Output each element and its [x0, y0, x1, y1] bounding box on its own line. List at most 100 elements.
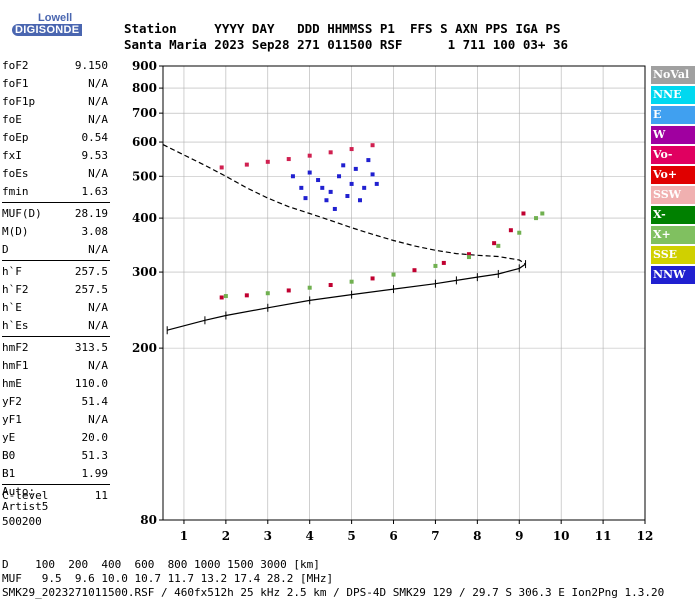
param-value: 0.54 [81, 131, 109, 144]
param-row-foes: foEs N/A [2, 165, 110, 183]
param-value: 1.63 [81, 185, 109, 198]
echo-point [374, 181, 379, 186]
x-tick-label: 5 [347, 529, 355, 543]
echo-point [337, 174, 342, 179]
param-value: 3.08 [81, 225, 109, 238]
echo-point [412, 268, 417, 273]
footer-distance-row: D 100 200 400 600 800 1000 1500 3000 [km… [2, 558, 320, 571]
echo-point [466, 252, 471, 257]
footer-muf-row: MUF 9.5 9.6 10.0 10.7 11.7 13.2 17.4 28.… [2, 572, 334, 585]
echo-marks [219, 143, 545, 300]
echo-point [362, 185, 367, 190]
echo-point [345, 194, 350, 199]
y-tick-label: 800 [132, 81, 157, 95]
echo-point [219, 295, 224, 300]
param-name: fxI [2, 149, 22, 162]
echo-point [492, 241, 497, 246]
param-name: h`Es [2, 319, 29, 332]
echo-point [290, 174, 295, 179]
echo-point [219, 165, 224, 170]
param-name: foF1 [2, 77, 29, 90]
echo-point [441, 260, 446, 265]
param-row-clevel: C-level 11 [2, 487, 110, 505]
echo-point [357, 198, 362, 203]
param-name: MUF(D) [2, 207, 42, 220]
x-tick-label: 1 [180, 529, 188, 543]
x-tick-label: 7 [431, 529, 439, 543]
series-x [223, 211, 545, 299]
param-row-yf2: yF2 51.4 [2, 393, 110, 411]
echo-point [299, 185, 304, 190]
echo-point [433, 263, 438, 268]
plot-frame [162, 65, 646, 521]
param-row-hf: h`F 257.5 [2, 263, 110, 281]
legend-item-x: X+ [651, 226, 695, 244]
auto-artist: Artist5 [2, 500, 49, 513]
param-row-b1: B1 1.99 [2, 465, 110, 483]
param-value: N/A [88, 243, 108, 256]
echo-point [307, 153, 312, 158]
echo-point [307, 170, 312, 175]
param-separator [2, 336, 110, 337]
param-row-hmf2: hmF2 313.5 [2, 339, 110, 357]
param-row-fxi: fxI 9.53 [2, 147, 110, 165]
echo-point [517, 230, 522, 235]
echo-point [328, 189, 333, 194]
y-tick-label: 900 [132, 59, 157, 73]
echo-point [341, 163, 346, 168]
series-vo [219, 211, 526, 300]
param-value: 257.5 [74, 283, 108, 296]
echo-point [466, 255, 471, 260]
y-tick-label: 400 [132, 211, 157, 225]
param-name: hmF2 [2, 341, 29, 354]
legend-item-nne: NNE [651, 86, 695, 104]
legend-item-x: X- [651, 206, 695, 224]
param-row-ye: yE 20.0 [2, 429, 110, 447]
param-name: foE [2, 113, 22, 126]
x-tick-label: 8 [473, 529, 481, 543]
param-row-foep: foEp 0.54 [2, 129, 110, 147]
param-row-hf2: h`F2 257.5 [2, 281, 110, 299]
legend: NoVal NNE E W Vo- Vo+ SSW X- X+ SSE NNW [651, 66, 695, 286]
param-row-d: D N/A [2, 241, 110, 259]
param-separator [2, 260, 110, 261]
echo-point [349, 181, 354, 186]
real-height-profile [162, 144, 526, 265]
echo-point [320, 185, 325, 190]
echo-point [303, 196, 308, 201]
param-row-fof1: foF1 N/A [2, 75, 110, 93]
param-name: B1 [2, 467, 16, 480]
lowell-digisonde-logo: Lowell DIGISONDE [8, 10, 83, 44]
echo-point [534, 216, 539, 221]
param-row-fof2: foF2 9.150 [2, 57, 110, 75]
x-tick-label: 10 [553, 529, 570, 543]
x-tick-label: 2 [222, 529, 230, 543]
y-tick-label: 500 [132, 169, 157, 183]
param-row-foe: foE N/A [2, 111, 110, 129]
param-row-he: h`E N/A [2, 299, 110, 317]
param-value: 51.4 [81, 395, 109, 408]
echo-point [391, 272, 396, 277]
param-row-hme: hmE 110.0 [2, 375, 110, 393]
param-value: N/A [88, 413, 108, 426]
param-value: N/A [88, 359, 108, 372]
param-name: h`E [2, 301, 22, 314]
echo-point [244, 293, 249, 298]
echo-point [370, 276, 375, 281]
echo-point [349, 147, 354, 152]
echo-point [244, 162, 249, 167]
param-value: 51.3 [81, 449, 109, 462]
param-name: B0 [2, 449, 16, 462]
param-value: 9.53 [81, 149, 109, 162]
param-value: 9.150 [74, 59, 108, 72]
param-name: yF1 [2, 413, 22, 426]
param-value: N/A [88, 95, 108, 108]
param-value: 257.5 [74, 265, 108, 278]
echo-point [540, 211, 545, 216]
echo-point [324, 198, 329, 203]
echo-point [521, 211, 526, 216]
auto-label: Auto: [2, 485, 36, 498]
axis-ticks: 1 2 3 4 5 6 7 8 9 10 11 128020030040050060070080090… [132, 59, 653, 543]
echo-point [316, 178, 321, 183]
